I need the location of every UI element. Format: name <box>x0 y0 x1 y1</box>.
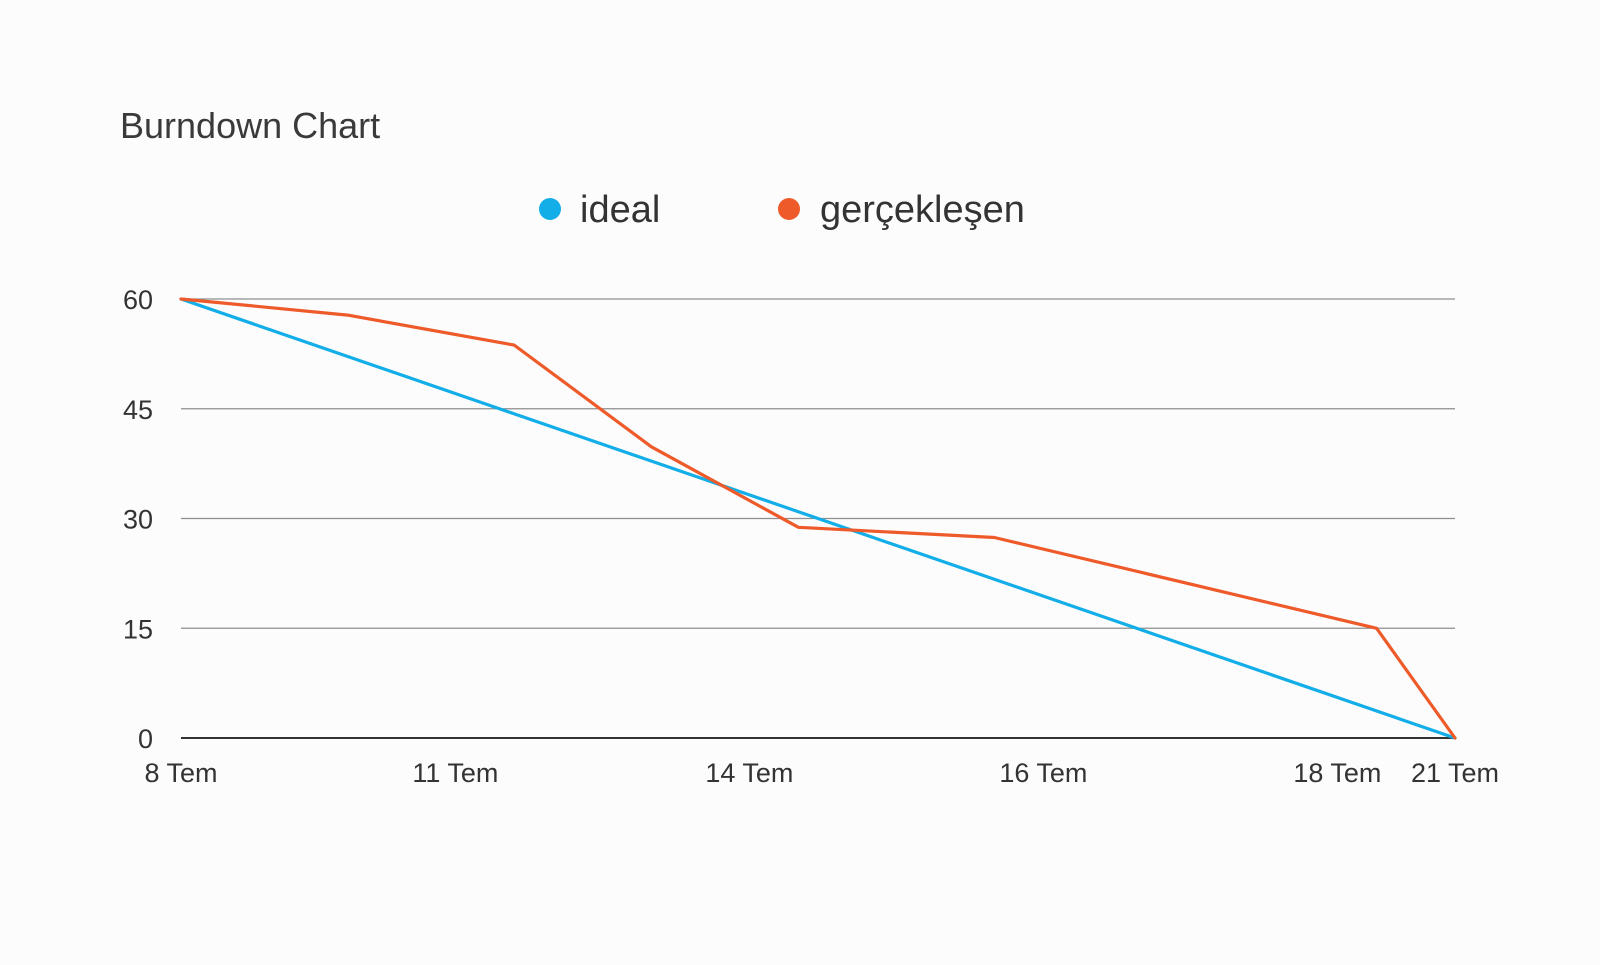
y-tick-label: 30 <box>123 505 153 535</box>
legend-item-actual: gerçekleşen <box>778 189 1025 231</box>
series-lines <box>179 297 1457 740</box>
y-tick-label: 0 <box>138 724 153 754</box>
series-line-ideal <box>179 297 1457 740</box>
legend-marker-ideal <box>539 198 561 220</box>
x-tick-label: 14 Tem <box>705 758 793 788</box>
x-axis: 8 Tem 11 Tem 14 Tem 16 Tem 18 Tem 21 Tem <box>144 758 1499 788</box>
y-axis: 0 15 30 45 60 <box>123 285 153 754</box>
chart-title: Burndown Chart <box>120 105 380 146</box>
x-tick-label: 18 Tem <box>1293 758 1381 788</box>
legend-label-actual: gerçekleşen <box>820 189 1025 231</box>
x-tick-label: 8 Tem <box>144 758 217 788</box>
y-tick-label: 15 <box>123 614 153 644</box>
y-tick-label: 45 <box>123 395 153 425</box>
legend-item-ideal: ideal <box>539 189 660 231</box>
x-tick-label: 16 Tem <box>999 758 1087 788</box>
y-tick-label: 60 <box>123 285 153 315</box>
series-line-actual <box>179 297 1457 740</box>
legend-label-ideal: ideal <box>580 189 660 231</box>
x-tick-label: 21 Tem <box>1411 758 1499 788</box>
legend: ideal gerçekleşen <box>539 189 1025 231</box>
legend-marker-actual <box>778 198 800 220</box>
x-tick-label: 11 Tem <box>412 758 498 788</box>
